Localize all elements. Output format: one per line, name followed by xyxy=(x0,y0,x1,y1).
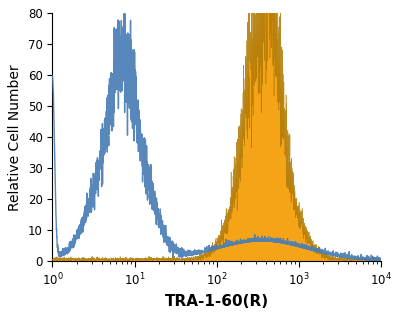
Y-axis label: Relative Cell Number: Relative Cell Number xyxy=(8,64,22,210)
X-axis label: TRA-1-60(R): TRA-1-60(R) xyxy=(164,294,269,309)
